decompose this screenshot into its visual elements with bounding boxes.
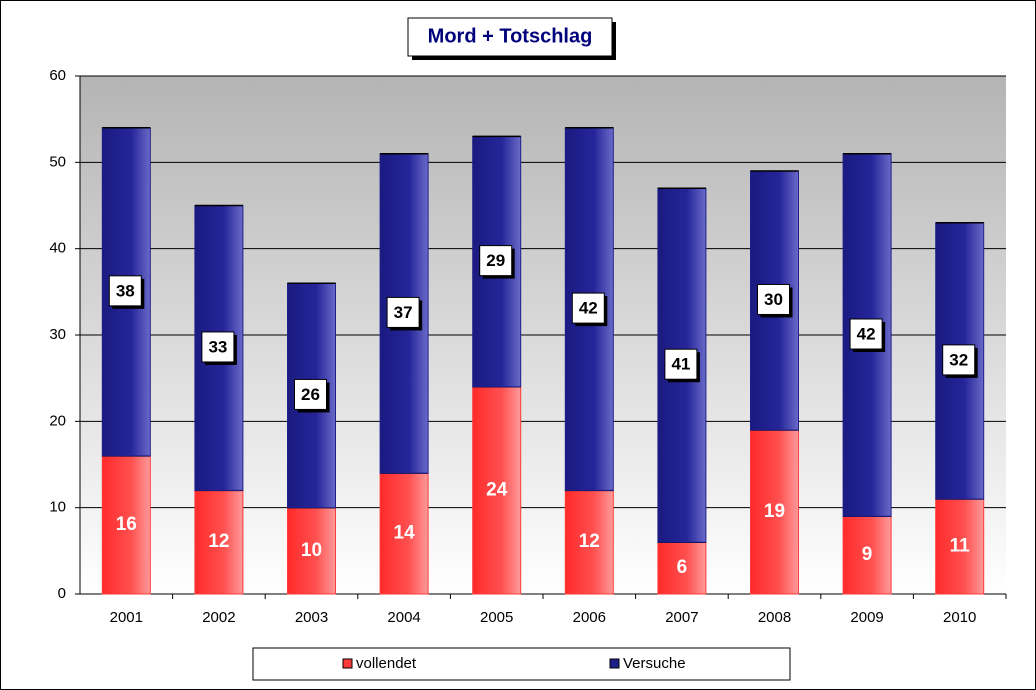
bar-segment xyxy=(564,489,614,595)
x-tick-label: 2001 xyxy=(110,609,143,626)
data-label-box xyxy=(571,292,605,324)
data-label: 12 xyxy=(579,531,600,552)
data-label: 12 xyxy=(208,531,229,552)
data-label: 26 xyxy=(301,385,320,404)
y-tick-label: 30 xyxy=(49,326,66,343)
x-tick-label: 2008 xyxy=(758,609,791,626)
data-label-box xyxy=(479,245,513,277)
data-label: 24 xyxy=(486,479,508,500)
chart-title: Mord + Totschlag xyxy=(428,25,593,47)
x-tick-label: 2003 xyxy=(295,609,328,626)
legend-swatch xyxy=(609,658,620,669)
x-tick-label: 2004 xyxy=(387,609,420,626)
data-label: 41 xyxy=(671,355,690,374)
data-label: 37 xyxy=(394,303,413,322)
data-label-box xyxy=(201,331,235,363)
data-label: 19 xyxy=(764,501,785,522)
data-label-box xyxy=(294,378,327,410)
y-tick-label: 0 xyxy=(58,585,66,602)
x-tick-label: 2007 xyxy=(665,609,698,626)
bar-segment xyxy=(194,489,244,595)
y-tick-label: 40 xyxy=(49,240,66,257)
bar-segment xyxy=(472,386,522,595)
x-tick-label: 2005 xyxy=(480,609,513,626)
y-tick-label: 20 xyxy=(49,412,66,429)
data-label-box xyxy=(108,275,142,307)
x-tick-label: 2006 xyxy=(573,609,606,626)
data-label-box xyxy=(942,344,976,376)
data-label: 14 xyxy=(394,523,416,544)
data-label: 9 xyxy=(862,544,873,565)
x-tick-label: 2010 xyxy=(943,609,976,626)
y-tick-label: 10 xyxy=(49,499,66,516)
bar-segment xyxy=(750,429,799,595)
x-tick-label: 2009 xyxy=(850,609,883,626)
data-label: 16 xyxy=(116,514,137,535)
data-label: 10 xyxy=(301,540,322,561)
y-tick-label: 60 xyxy=(49,67,66,84)
bar-segment xyxy=(935,498,985,595)
title-box xyxy=(407,17,613,57)
data-label: 32 xyxy=(949,350,968,369)
x-tick-label: 2002 xyxy=(202,609,235,626)
data-label: 6 xyxy=(677,557,688,578)
bar-segment xyxy=(379,472,429,595)
data-label: 42 xyxy=(579,299,598,318)
legend-box xyxy=(252,647,791,681)
data-label: 33 xyxy=(208,337,227,356)
legend-label: Versuche xyxy=(623,655,686,672)
y-tick-label: 50 xyxy=(49,153,66,170)
bar-segment xyxy=(101,455,151,595)
data-label: 29 xyxy=(486,251,505,270)
data-label: 11 xyxy=(950,536,971,557)
data-label-box xyxy=(849,318,883,350)
data-label: 38 xyxy=(116,281,135,300)
data-label: 30 xyxy=(764,290,783,309)
data-label-box xyxy=(757,283,790,315)
data-label-box xyxy=(386,296,420,328)
legend-swatch xyxy=(342,658,353,669)
data-label-box xyxy=(664,348,698,380)
legend-label: vollendet xyxy=(356,655,417,672)
data-label: 42 xyxy=(857,324,876,343)
